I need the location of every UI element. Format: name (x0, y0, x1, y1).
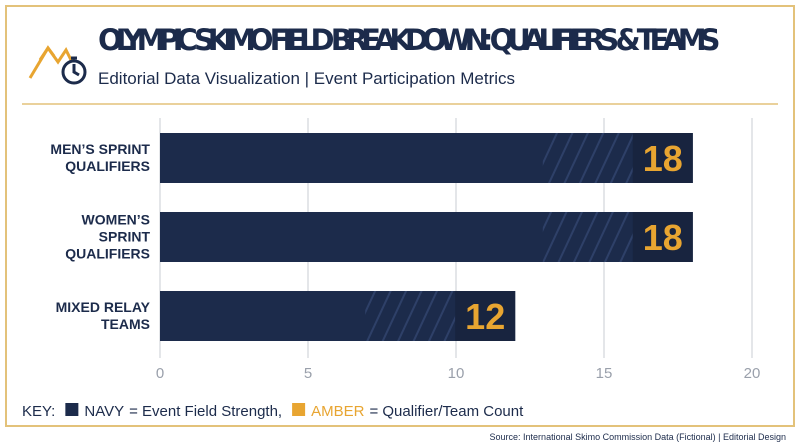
frame (5, 5, 795, 427)
x-tick-label: 15 (596, 365, 613, 382)
value-label: 18 (643, 217, 683, 258)
value-label: 18 (643, 138, 683, 179)
bar-hatch (542, 133, 633, 183)
source: Source: International Skimo Commission D… (490, 432, 786, 442)
legend-name: AMBER (311, 403, 365, 420)
legend-text: = Qualifier/Team Count (369, 403, 524, 420)
value-label: 12 (465, 296, 505, 337)
logo (28, 45, 87, 85)
y-tick-label: MEN’S SPRINT QUALIFIERS (50, 141, 150, 174)
bar-hatch (542, 212, 633, 262)
label-box (632, 212, 693, 262)
label-box (632, 133, 693, 183)
legend-swatch (65, 403, 79, 416)
chart-subtitle: Editorial Data Visualization | Event Par… (98, 69, 515, 88)
y-tick-label: WOMEN’S SPRINT QUALIFIERS (65, 211, 150, 262)
chart-title: OLYMPIC SKIMO FIELD BREAKDOWN: QUALIFIER… (98, 23, 720, 57)
key-label: KEY: (22, 403, 55, 420)
x-tick-label: 10 (448, 365, 465, 382)
bar-hatch (365, 291, 456, 341)
label-box (455, 291, 516, 341)
legend-swatch (292, 403, 306, 416)
x-tick-label: 20 (744, 365, 761, 382)
x-tick-label: 0 (156, 365, 164, 382)
legend-text: = Event Field Strength, (129, 403, 282, 420)
legend-name: NAVY (84, 403, 124, 420)
x-tick-label: 5 (304, 365, 312, 382)
y-tick-label: MIXED RELAY TEAMS (55, 299, 150, 332)
